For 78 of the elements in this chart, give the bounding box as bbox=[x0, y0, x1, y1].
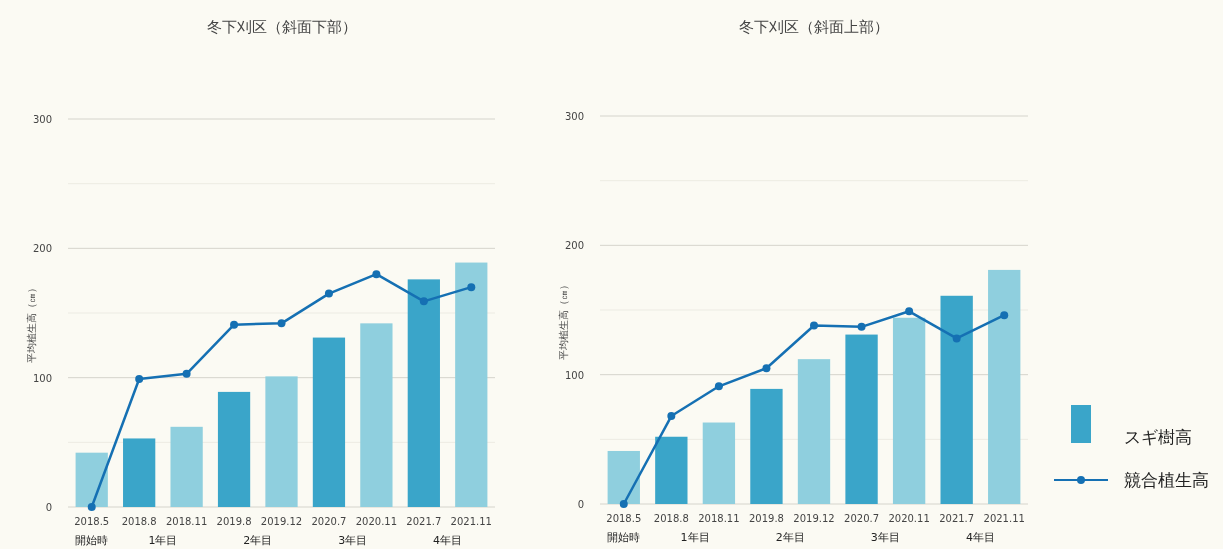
y-tick-label: 200 bbox=[32, 243, 52, 255]
point bbox=[87, 503, 96, 511]
x-tick-label: 2019.8 bbox=[216, 516, 252, 527]
x-tick-label: 2018.8 bbox=[653, 513, 689, 524]
point bbox=[230, 320, 239, 329]
y-tick-label: 100 bbox=[32, 372, 52, 384]
y-tick-label: 300 bbox=[32, 114, 52, 125]
bar bbox=[455, 262, 488, 507]
x-tick-label: 2020.7 bbox=[311, 516, 347, 527]
y-tick-label: 100 bbox=[564, 369, 584, 381]
point bbox=[372, 270, 381, 279]
x-tick-label: 2018.11 bbox=[698, 513, 740, 524]
point bbox=[905, 307, 914, 316]
x-tick-label: 2018.5 bbox=[74, 516, 110, 527]
bar bbox=[407, 279, 440, 507]
y-tick-label: 200 bbox=[564, 240, 584, 252]
x-tick-label: 2018.5 bbox=[606, 513, 642, 524]
point bbox=[714, 382, 723, 391]
y-tick-label: 0 bbox=[45, 502, 52, 513]
text: 2年目 bbox=[243, 534, 273, 547]
point bbox=[467, 283, 476, 292]
point bbox=[324, 289, 333, 298]
y-axis-title: 平均植生高（㎝） bbox=[558, 280, 569, 360]
bar bbox=[217, 391, 251, 507]
text: 2年目 bbox=[775, 531, 805, 544]
x-tick-label: 2021.7 bbox=[939, 513, 975, 524]
x-tick-label: 2020.11 bbox=[355, 516, 398, 527]
legend-label: 競合植生高 bbox=[1124, 470, 1209, 490]
bar bbox=[312, 337, 346, 507]
point bbox=[619, 500, 628, 508]
x-tick-label: 2020.11 bbox=[888, 513, 930, 524]
text: 1年目 bbox=[148, 534, 178, 547]
x-tick-label: 2019.12 bbox=[260, 516, 303, 527]
bar bbox=[940, 295, 973, 504]
point bbox=[857, 322, 866, 331]
x-tick-label: 2021.11 bbox=[983, 513, 1025, 524]
x-tick-label: 2021.11 bbox=[450, 516, 492, 527]
point bbox=[419, 297, 428, 306]
x-tick-label: 2018.8 bbox=[121, 516, 157, 527]
bar bbox=[797, 359, 831, 504]
bar bbox=[892, 317, 926, 504]
point bbox=[277, 319, 286, 328]
x-tick-label: 2018.11 bbox=[165, 516, 208, 527]
text: 1年目 bbox=[680, 531, 710, 544]
point bbox=[1000, 311, 1009, 320]
chart-title: 冬下刈区（斜面上部） bbox=[739, 18, 889, 36]
bar bbox=[988, 269, 1021, 504]
legend: スギ樹高 競合植生高 bbox=[1053, 405, 1209, 490]
text: 3年目 bbox=[870, 531, 900, 544]
bar bbox=[607, 450, 640, 504]
text: 開始時 bbox=[607, 531, 641, 544]
point bbox=[667, 412, 676, 421]
x-tick-label: 2021.7 bbox=[406, 516, 442, 527]
bar bbox=[655, 436, 688, 504]
y-tick-label: 0 bbox=[577, 499, 584, 510]
bar bbox=[360, 323, 393, 507]
bar bbox=[265, 376, 298, 507]
point bbox=[182, 369, 191, 378]
point bbox=[810, 321, 818, 330]
bar bbox=[845, 334, 878, 504]
chart-title: 冬下刈区（斜面下部） bbox=[206, 18, 357, 36]
text: 3年目 bbox=[338, 534, 368, 547]
text: 4年目 bbox=[433, 534, 463, 547]
point bbox=[762, 364, 771, 373]
bar bbox=[123, 438, 156, 507]
bar bbox=[170, 426, 203, 507]
y-axis-title: 平均植生高（㎝） bbox=[26, 283, 37, 363]
text: 開始時 bbox=[75, 534, 109, 547]
point bbox=[952, 334, 961, 343]
bar bbox=[702, 422, 736, 504]
x-tick-label: 2019.12 bbox=[793, 513, 835, 524]
bar bbox=[75, 452, 108, 507]
point bbox=[135, 374, 144, 383]
bar bbox=[750, 388, 783, 504]
text: 4年目 bbox=[965, 531, 995, 544]
x-tick-label: 2019.8 bbox=[748, 513, 784, 524]
x-tick-label: 2020.7 bbox=[844, 513, 880, 524]
y-tick-label: 300 bbox=[564, 111, 584, 122]
